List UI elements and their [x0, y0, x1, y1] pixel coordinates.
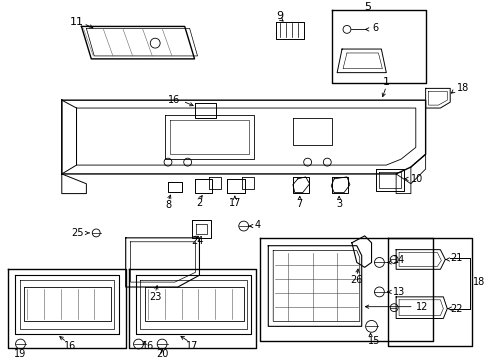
Text: 16: 16 [167, 95, 180, 105]
Text: 16: 16 [63, 341, 76, 351]
Text: 5: 5 [364, 2, 370, 12]
Text: 14: 14 [392, 256, 405, 265]
Text: 20: 20 [156, 349, 168, 359]
Text: 2: 2 [196, 198, 202, 208]
Text: 24: 24 [191, 236, 203, 246]
Text: 13: 13 [392, 287, 405, 297]
Text: 21: 21 [449, 252, 462, 262]
Text: 18: 18 [472, 277, 484, 287]
Text: 26: 26 [350, 275, 362, 285]
Text: 15: 15 [367, 336, 380, 346]
Text: 16: 16 [142, 341, 154, 351]
Text: 25: 25 [71, 228, 83, 238]
Text: 1: 1 [382, 77, 389, 87]
Text: 17: 17 [186, 341, 198, 351]
Text: 17: 17 [228, 198, 241, 208]
Text: 9: 9 [276, 10, 283, 21]
Text: 10: 10 [410, 174, 422, 184]
Text: 18: 18 [456, 84, 468, 93]
Text: 23: 23 [149, 292, 161, 302]
Text: 7: 7 [296, 199, 302, 210]
Text: 8: 8 [164, 201, 171, 210]
Text: 4: 4 [254, 220, 260, 230]
Text: 3: 3 [335, 199, 342, 210]
Text: 22: 22 [449, 303, 462, 314]
Text: 19: 19 [14, 349, 26, 359]
Text: 6: 6 [372, 23, 378, 33]
Text: 12: 12 [415, 302, 427, 312]
Text: 11: 11 [69, 17, 83, 27]
